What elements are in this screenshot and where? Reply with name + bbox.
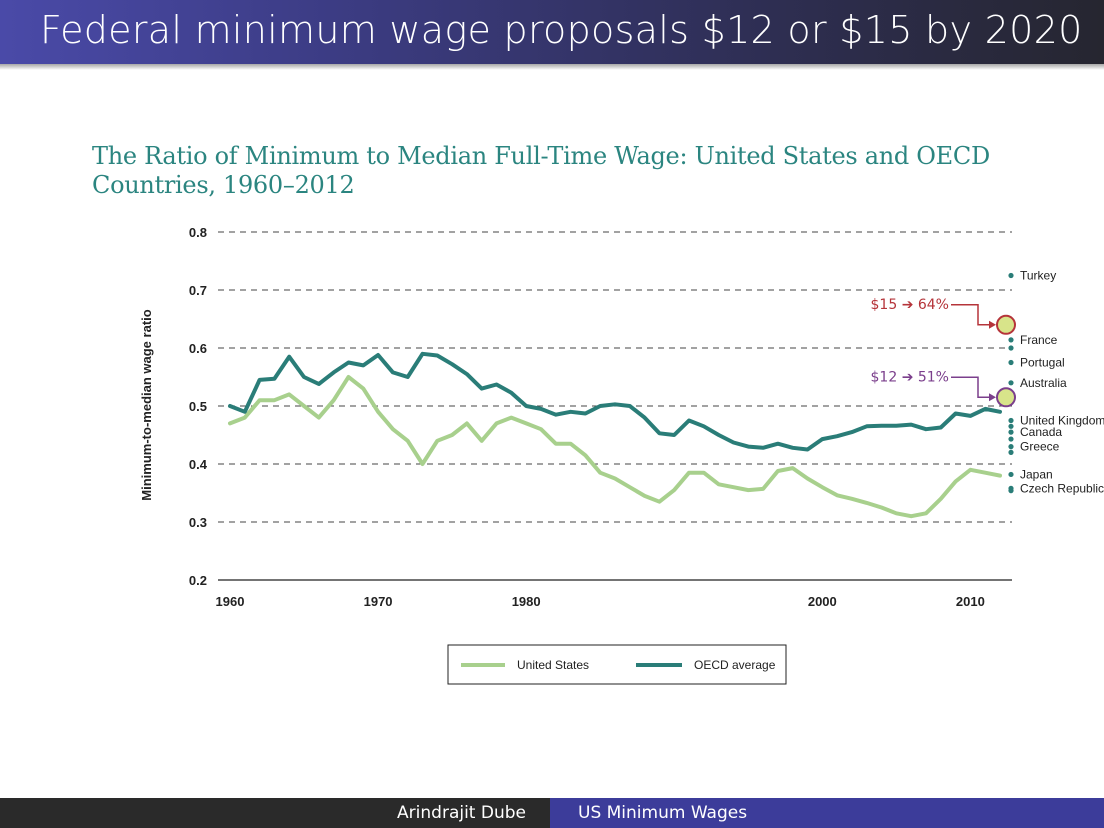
slide-title: Federal minimum wage proposals $12 or $1… xyxy=(40,8,1083,52)
y-tick-label: 0.3 xyxy=(189,515,207,530)
header-shadow xyxy=(0,64,1104,70)
country-dot-portugal xyxy=(1008,359,1014,366)
legend-label-united-states: United States xyxy=(517,658,589,672)
country-dot xyxy=(1008,436,1014,442)
country-dot xyxy=(1008,488,1014,494)
y-tick-label: 0.5 xyxy=(189,399,207,414)
country-dot-france xyxy=(1008,337,1014,343)
slide-header xyxy=(0,0,1104,64)
chart: 0.2 0.3 0.4 0.5 0.6 0.7 0.8 1960 1970 1980 2000 20… xyxy=(139,225,1104,685)
country-dot-canada xyxy=(1008,429,1014,435)
footer-author-bar: Arindrajit Dube xyxy=(0,798,550,828)
x-tick-label: 2000 xyxy=(808,594,837,609)
series-line-united-states xyxy=(228,375,1002,519)
y-axis-label: Minimum-to-median wage ratio xyxy=(139,309,154,500)
country-markers: Turkey France Portugal Australia United King… xyxy=(1008,269,1104,495)
annotation-label-15: $15 ➔ 64% xyxy=(871,297,949,313)
y-tick-label: 0.2 xyxy=(189,573,207,588)
x-tick-label: 1970 xyxy=(364,594,393,609)
x-tick-label: 2010 xyxy=(956,594,985,609)
country-dot-united-kingdom xyxy=(1008,417,1014,424)
legend: United States OECD average xyxy=(447,644,787,685)
annotation-leader xyxy=(951,376,990,399)
country-dot-japan xyxy=(1008,471,1014,478)
y-tick-label: 0.7 xyxy=(189,283,207,298)
footer-topic: US Minimum Wages xyxy=(578,803,748,823)
country-dot xyxy=(1008,423,1014,429)
chart-title: The Ratio of Minimum to Median Full-Time… xyxy=(92,142,990,199)
x-tick-label: 1960 xyxy=(216,594,245,609)
proposal-annotations: $15 ➔ 64% $12 ➔ 51% xyxy=(871,297,1016,408)
grid-lines xyxy=(218,231,1012,581)
country-label-united-kingdom: United Kingdom xyxy=(1020,414,1104,428)
country-label-turkey: Turkey xyxy=(1020,269,1056,283)
footer-author: Arindrajit Dube xyxy=(397,803,526,823)
annotation-label-12: $12 ➔ 51% xyxy=(871,369,949,385)
annotation-marker-12 xyxy=(996,387,1016,408)
country-dot-australia xyxy=(1008,380,1014,386)
annotation-marker-15 xyxy=(996,314,1016,335)
country-dot xyxy=(1008,345,1014,351)
country-label-australia: Australia xyxy=(1020,376,1067,390)
country-label-czech-republic: Czech Republic xyxy=(1020,481,1104,495)
country-dot-turkey xyxy=(1008,272,1014,279)
country-label-greece: Greece xyxy=(1020,440,1060,454)
country-label-france: France xyxy=(1020,333,1058,347)
y-tick-label: 0.4 xyxy=(189,457,208,472)
y-tick-label: 0.6 xyxy=(189,341,207,356)
country-dot-greece xyxy=(1008,444,1014,450)
annotation-arrowhead xyxy=(989,393,996,402)
y-tick-label: 0.8 xyxy=(189,225,207,240)
series-line-oecd-average xyxy=(228,351,1002,452)
y-tick-labels: 0.2 0.3 0.4 0.5 0.6 0.7 0.8 xyxy=(189,225,208,588)
annotation-leader xyxy=(951,304,990,326)
country-label-japan: Japan xyxy=(1020,467,1053,481)
annotation-arrowhead xyxy=(989,320,996,329)
x-tick-label: 1980 xyxy=(512,594,541,609)
x-tick-labels: 1960 1970 1980 2000 2010 xyxy=(216,594,985,609)
legend-label-oecd-average: OECD average xyxy=(694,658,776,672)
series-lines xyxy=(228,351,1002,519)
country-label-portugal: Portugal xyxy=(1020,356,1065,370)
footer-topic-bar: US Minimum Wages xyxy=(550,798,1104,828)
country-dot xyxy=(1008,449,1014,455)
country-label-canada: Canada xyxy=(1020,425,1062,439)
